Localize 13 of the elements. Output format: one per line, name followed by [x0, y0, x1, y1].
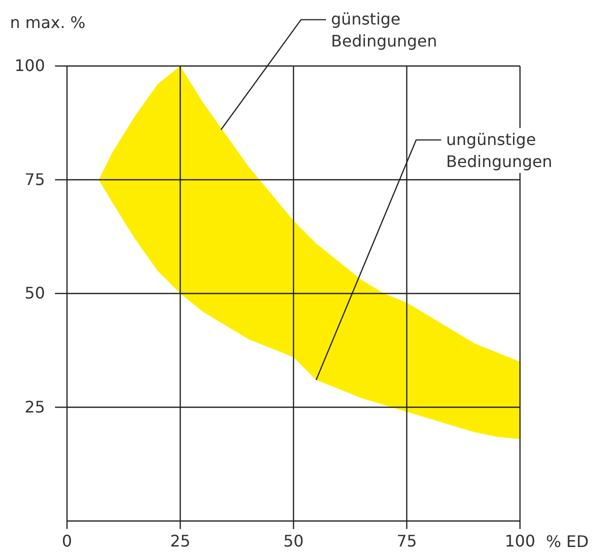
annotation: ungünstige Bedingungen — [446, 130, 552, 171]
y-tick-label: 50 — [24, 284, 45, 303]
x-tick-label: 25 — [170, 531, 190, 550]
x-axis-title: % ED — [546, 532, 589, 551]
x-tick-label: 100 — [504, 531, 536, 550]
y-tick-label: 75 — [24, 170, 45, 189]
y-tick-label: 100 — [14, 56, 45, 76]
annotation: günstige Bedingungen — [331, 10, 438, 51]
x-tick-label: 75 — [396, 531, 417, 550]
y-tick-label: 25 — [24, 397, 45, 416]
y-axis-title: n max. % — [10, 13, 86, 32]
x-tick-label: 0 — [62, 531, 72, 550]
x-tick-label: 50 — [283, 531, 304, 550]
